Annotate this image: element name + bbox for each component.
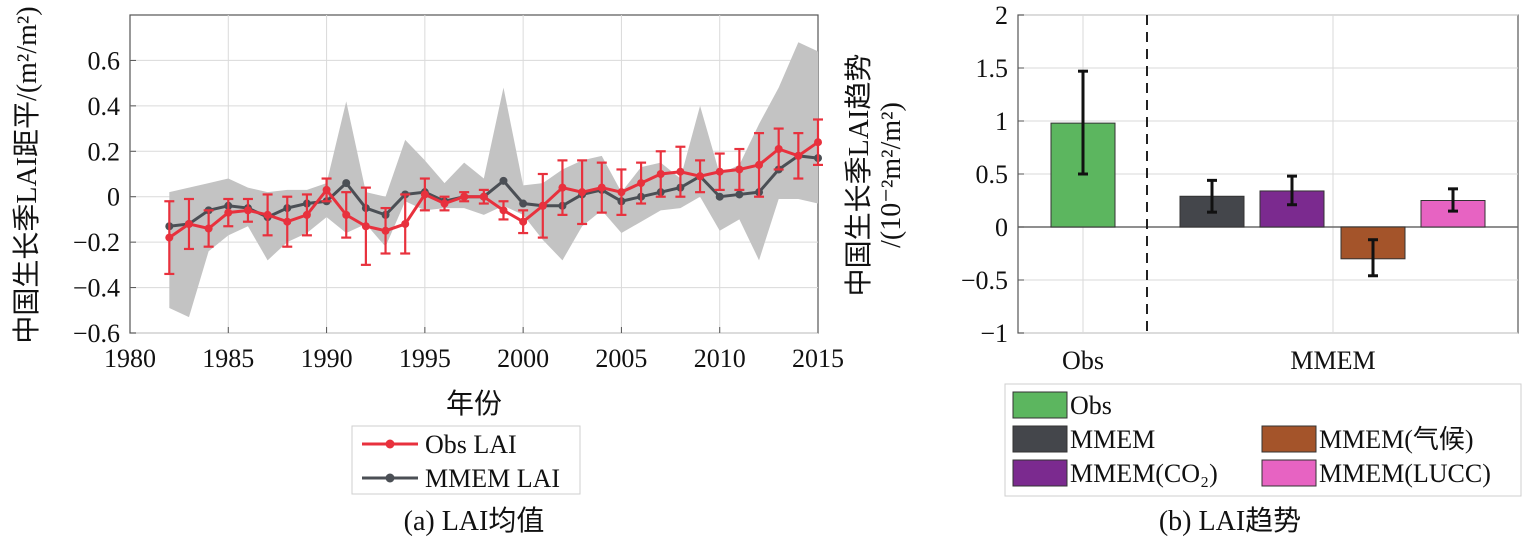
mmem-model-range-band [169,42,819,318]
panel-b-y-tick-label: 0 [995,213,1008,242]
panel-a-mmem-range-band [169,42,819,318]
panel-a-x-tick-label: 2000 [497,344,549,373]
mmem-lai-point [499,176,508,185]
obs-lai-point [302,210,311,219]
obs-lai-point [479,192,488,201]
obs-lai-point [519,217,528,226]
obs-lai-point [656,170,665,178]
legend-mmem-lucc-label: MMEM(LUCC) [1319,459,1491,488]
mmem-lai-point [519,199,528,208]
mmem-lai-point [735,190,744,199]
panel-b-legend: Obs MMEM MMEM(CO₂) MMEM(气候) MMEM(LUCC) [1004,383,1522,497]
obs-lai-point [696,172,705,181]
panel-a-y-tick-label: −0.2 [73,228,120,257]
legend-mmem-co2-label: MMEM(CO₂) [1070,459,1218,488]
panel-a-y-tick-label: 0.6 [88,46,121,75]
panel-a-x-tick-label: 1990 [301,344,353,373]
panel-b-y-tick-label: 2 [995,1,1008,30]
obs-lai-point [460,192,469,201]
obs-lai-point [263,210,272,219]
obs-lai-point [558,183,567,192]
mmem-lai-point [715,192,724,201]
obs-lai-point [538,201,547,210]
obs-lai-point [361,222,370,231]
obs-lai-point [774,145,783,154]
panel-a-x-tick-label: 2010 [694,344,746,373]
legend-obs-swatch [1012,391,1068,419]
obs-lai-point [401,219,410,228]
panel-b-y-tick-label: −0.5 [961,266,1008,295]
legend-mmem-climate-swatch [1261,425,1317,453]
obs-lai-point [283,217,292,226]
panel-a-y-tick-label: 0.2 [88,137,121,166]
legend-mmem-lai-marker [385,473,395,483]
panel-a-series [164,118,823,276]
panel-a-legend: Obs LAI MMEM LAI [351,425,581,495]
panel-a: 1980 1985 1990 1995 2000 2005 2010 2015 −0.6−0.… [11,6,844,537]
panel-b-y-tick-label: 1 [995,107,1008,136]
obs-lai-point [322,185,331,194]
legend-obs-lai-label: Obs LAI [425,430,517,459]
obs-lai-point [617,188,626,197]
legend-mmem-lai-label: MMEM LAI [425,464,560,493]
panel-b-group-label-mmem: MMEM [1290,346,1375,375]
obs-lai-point [420,190,429,199]
obs-lai-line [168,140,819,239]
legend-mmem-co2-swatch [1012,459,1068,487]
panel-b-y-axis-label-line1: 中国生长季LAI趋势 [843,54,875,297]
panel-a-legend-box [351,425,581,495]
legend-obs-lai-marker [385,439,395,449]
panel-a-y-tick-label: −0.4 [73,274,120,303]
obs-lai-point [381,226,390,235]
legend-mmem-label: MMEM [1070,425,1155,454]
panel-a-y-axis-label: 中国生长季LAI距平/(m²/m²) [11,6,43,343]
panel-a-y-tick-label: 0 [107,183,120,212]
panel-a-y-tick-label: 0.4 [88,92,121,121]
legend-obs-label: Obs [1070,391,1112,420]
panel-a-y-ticks: −0.6 −0.4 −0.2 0 0.2 0.4 0.6 [73,46,136,348]
panel-b-y-tick-label: 0.5 [976,160,1009,189]
obs-lai-point [735,165,744,174]
legend-mmem-lucc-swatch [1261,459,1317,487]
panel-b-group-label-obs: Obs [1062,346,1104,375]
panel-a-x-tick-label: 2005 [595,344,647,373]
panel-b-y-axis-label-line2: /(10⁻²m²/m²) [876,102,907,248]
panel-a-x-tick-label: 1980 [104,344,156,373]
obs-lai-point [597,183,606,192]
obs-lai-point [165,233,174,242]
obs-lai-point [637,179,646,188]
mmem-lai-line [169,154,819,228]
obs-lai-point [184,219,193,228]
obs-lai-point [794,151,803,160]
panel-a-caption: (a) LAI均值 [404,505,545,537]
obs-lai-point [440,199,449,208]
panel-b-y-tick-label: −1 [980,319,1008,348]
panel-b: −1−0.500.511.52 中国生长季LAI趋势 /(10⁻²m²/m²) … [843,1,1522,537]
panel-a-x-tick-label: 1995 [399,344,451,373]
obs-lai-point [204,224,213,233]
panel-a-x-tick-label: 2015 [792,344,844,373]
obs-lai-point [342,210,351,219]
panel-b-bars [1050,69,1486,278]
obs-lai-point [499,206,508,215]
obs-lai-point [578,188,587,197]
legend-mmem-swatch [1012,425,1068,453]
panel-a-x-tick-label: 1985 [202,344,254,373]
obs-lai-point [676,167,685,176]
obs-lai-point [715,167,724,176]
obs-lai-point [243,206,252,215]
panel-a-x-axis-label: 年份 [446,388,502,420]
panel-b-y-ticks: −1 −0.5 0 0.5 1 1.5 2 [961,1,1024,348]
legend-mmem-climate-label: MMEM(气候) [1319,425,1474,454]
obs-lai-point [755,160,764,169]
panel-a-x-ticks: 1980 1985 1990 1995 2000 2005 2010 2015 [104,327,844,373]
obs-lai-point [814,138,822,147]
obs-lai-point [224,208,233,217]
mmem-lai-point [342,179,351,188]
panel-b-y-tick-label: 1.5 [976,54,1009,83]
panel-b-caption: (b) LAI趋势 [1159,505,1301,537]
panel-a-y-tick-label: −0.6 [73,319,120,348]
